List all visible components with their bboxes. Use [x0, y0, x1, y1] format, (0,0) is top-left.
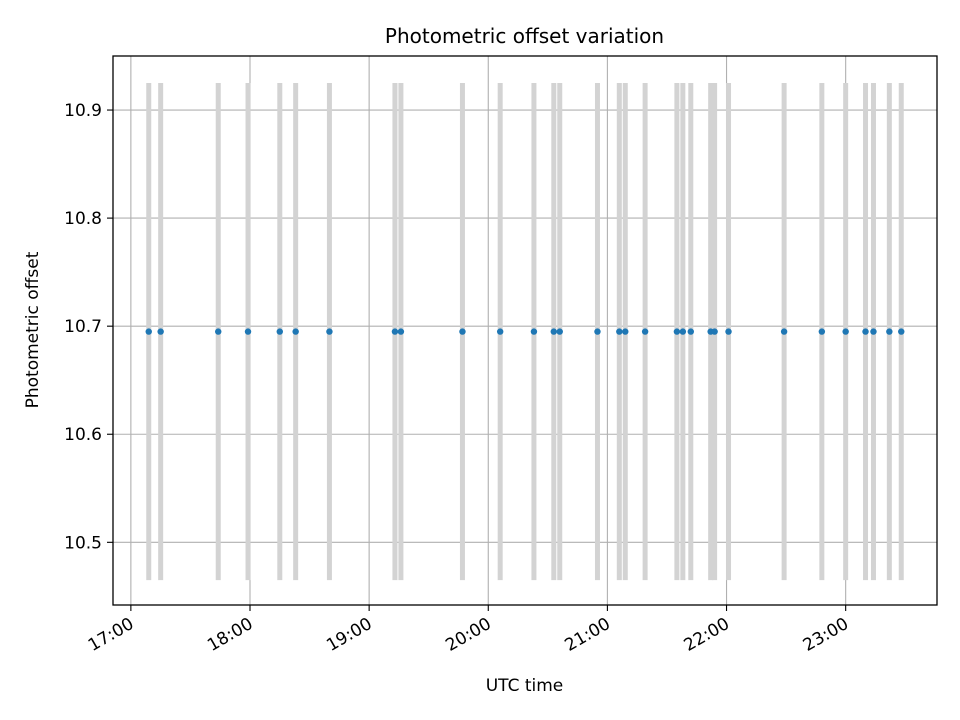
data-point — [326, 328, 333, 335]
data-point — [886, 328, 893, 335]
data-point — [496, 328, 504, 335]
data-point — [276, 328, 283, 335]
y-tick-label: 10.9 — [64, 101, 102, 121]
data-point — [391, 328, 399, 335]
data-point — [622, 328, 629, 335]
data-point — [550, 328, 557, 335]
data-point — [641, 328, 649, 335]
data-point — [862, 328, 869, 335]
data-point — [687, 328, 694, 335]
y-axis-ticks: 10.5 10.6 10.7 10.8 10.9 — [64, 101, 113, 553]
y-tick-label: 10.5 — [64, 533, 102, 553]
data-point — [145, 328, 152, 335]
y-axis-label: Photometric offset — [23, 251, 43, 408]
y-tick-label: 10.7 — [64, 317, 102, 337]
data-point — [870, 328, 877, 335]
data-point — [292, 328, 299, 335]
data-point — [679, 328, 687, 335]
data-point — [780, 328, 788, 335]
data-point — [711, 328, 718, 335]
data-points — [145, 328, 905, 335]
data-point — [594, 328, 601, 335]
chart-title: Photometric offset variation — [385, 24, 664, 48]
x-axis-label: UTC time — [486, 676, 564, 696]
data-point — [818, 328, 826, 335]
data-point — [397, 328, 405, 335]
data-point — [898, 328, 905, 335]
data-point — [725, 328, 732, 335]
y-tick-label: 10.8 — [64, 209, 102, 229]
data-point — [244, 328, 252, 335]
y-tick-label: 10.6 — [64, 425, 102, 445]
data-point — [673, 328, 681, 335]
data-point — [842, 328, 849, 335]
data-point — [530, 328, 538, 335]
data-point — [215, 328, 222, 335]
data-point — [459, 328, 466, 335]
data-point — [157, 328, 164, 335]
plot-frame — [112, 55, 938, 606]
data-point — [616, 328, 623, 335]
data-point — [556, 328, 563, 335]
